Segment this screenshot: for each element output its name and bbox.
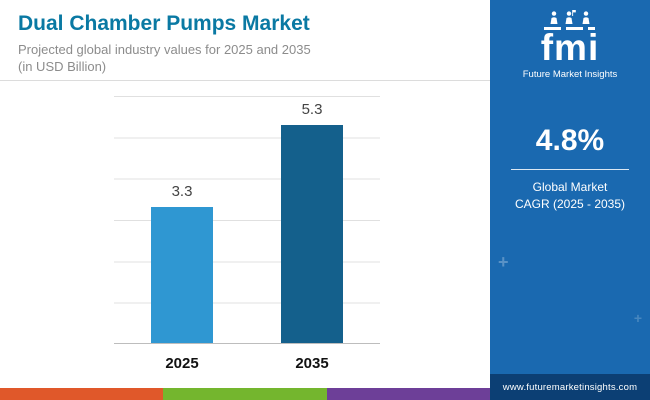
- strip-seg-green: [163, 388, 327, 400]
- header: Dual Chamber Pumps Market Projected glob…: [0, 0, 490, 76]
- cagr-divider: [511, 169, 629, 171]
- brand-sidebar: fmi Future Market Insights 4.8% Global M…: [490, 0, 650, 400]
- strip-seg-orange: [0, 388, 164, 400]
- bar-group-2035: 5.3: [281, 96, 343, 343]
- page-title: Dual Chamber Pumps Market: [18, 12, 310, 35]
- bar-chart: 3.3 5.3 2025 2035: [114, 96, 380, 372]
- x-tick-2025: 2025: [165, 355, 199, 372]
- bar: [151, 207, 213, 343]
- cagr-block: 4.8% Global Market CAGR (2025 - 2035): [511, 124, 629, 213]
- logo-wordmark: fmi: [540, 27, 600, 68]
- fmi-logo: fmi Future Market Insights: [522, 10, 618, 81]
- logo-people-icons: [548, 10, 592, 24]
- chart-section: Dual Chamber Pumps Market Projected glob…: [0, 0, 490, 400]
- header-divider: [0, 80, 490, 81]
- bar: [281, 124, 343, 343]
- x-axis: 2025 2035: [114, 355, 380, 372]
- strip-seg-purple: [326, 388, 490, 400]
- subtitle-line-1: Projected global industry values for 202…: [18, 42, 311, 57]
- website-link[interactable]: www.futuremarketinsights.com: [490, 374, 650, 400]
- person-icon: [550, 11, 558, 24]
- bottom-color-strip: [0, 388, 490, 400]
- x-tick-2035: 2035: [295, 355, 329, 372]
- bar-value-label-2025: 3.3: [171, 183, 193, 201]
- bar-value-label-2035: 5.3: [301, 100, 323, 118]
- person-flag-icon: [565, 10, 576, 24]
- cagr-label-line-1: Global Market: [532, 180, 608, 195]
- cagr-value: 4.8%: [535, 124, 605, 158]
- person-icon: [582, 11, 590, 24]
- bar-group-2025: 3.3: [151, 96, 213, 343]
- cagr-label-line-2: CAGR (2025 - 2035): [514, 196, 626, 211]
- logo-tagline: Future Market Insights: [522, 69, 618, 81]
- logo-overbars: [544, 27, 596, 30]
- plot-area: 3.3 5.3: [114, 96, 380, 344]
- subtitle-line-2: (in USD Billion): [18, 58, 107, 74]
